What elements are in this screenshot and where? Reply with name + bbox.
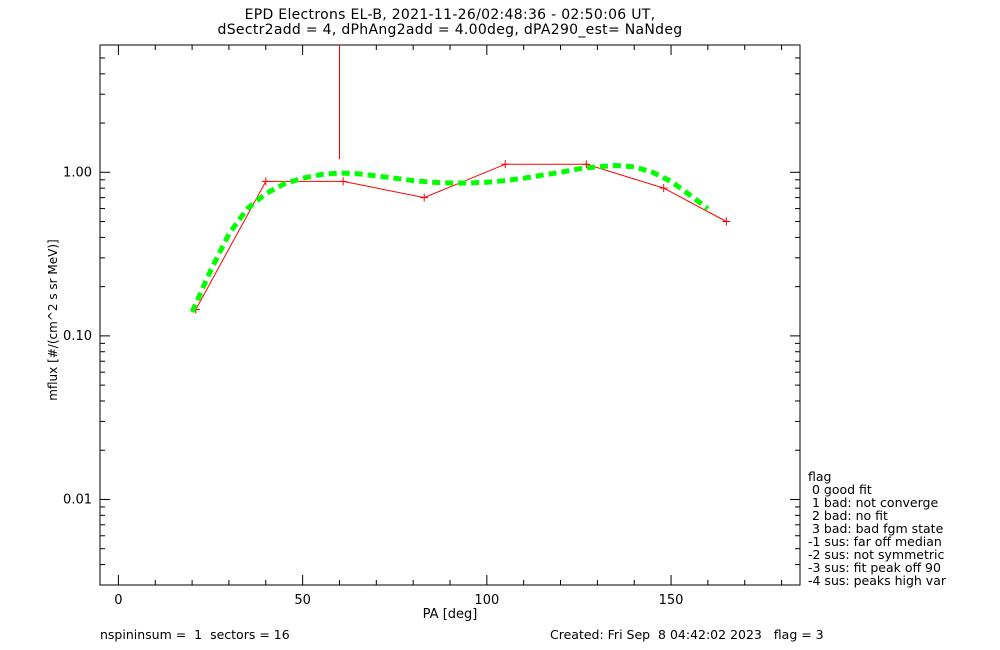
data-point xyxy=(501,160,510,169)
legend-header: flag xyxy=(808,469,832,484)
data-point xyxy=(582,160,591,169)
fit-curve xyxy=(189,162,710,314)
y-axis-label: mflux [#/(cm^2 s sr MeV)] xyxy=(46,239,60,400)
y-tick-label: 0.01 xyxy=(63,492,92,507)
legend-item: 2 bad: no fit xyxy=(808,508,888,523)
chart-title-line-2: dSectr2add = 4, dPhAng2add = 4.00deg, dP… xyxy=(217,22,683,38)
y-tick-label: 0.10 xyxy=(63,329,92,344)
x-tick-label: 50 xyxy=(294,593,311,608)
flag-legend: flag 0 good fit 1 bad: not converge 2 ba… xyxy=(808,470,946,587)
plot-frame xyxy=(99,44,801,586)
legend-item: -4 sus: peaks high var xyxy=(808,573,947,588)
data-point xyxy=(420,193,429,202)
chart-title-line-1: EPD Electrons EL-B, 2021-11-26/02:48:36 … xyxy=(244,7,656,23)
legend-item: -1 sus: far off median xyxy=(808,534,942,549)
data-point xyxy=(659,184,668,193)
y-tick-label: 1.00 xyxy=(63,165,92,180)
x-tick-label: 0 xyxy=(114,593,122,608)
legend-item: -2 sus: not symmetric xyxy=(808,547,945,562)
legend-item: 1 bad: not converge xyxy=(808,495,939,510)
data-line xyxy=(195,163,727,310)
data-point xyxy=(722,217,731,226)
x-tick-label: 150 xyxy=(659,593,684,608)
data-point xyxy=(339,177,348,186)
legend-item: 0 good fit xyxy=(808,482,872,497)
data-point xyxy=(261,177,270,186)
footer-left: nspininsum = 1 sectors = 16 xyxy=(100,627,290,642)
x-tick-label: 100 xyxy=(474,593,499,608)
footer-right: Created: Fri Sep 8 04:42:02 2023 flag = … xyxy=(550,627,824,642)
legend-item: 3 bad: bad fgm state xyxy=(808,521,944,536)
legend-item: -3 sus: fit peak off 90 xyxy=(808,560,941,575)
x-axis-label: PA [deg] xyxy=(423,607,478,622)
